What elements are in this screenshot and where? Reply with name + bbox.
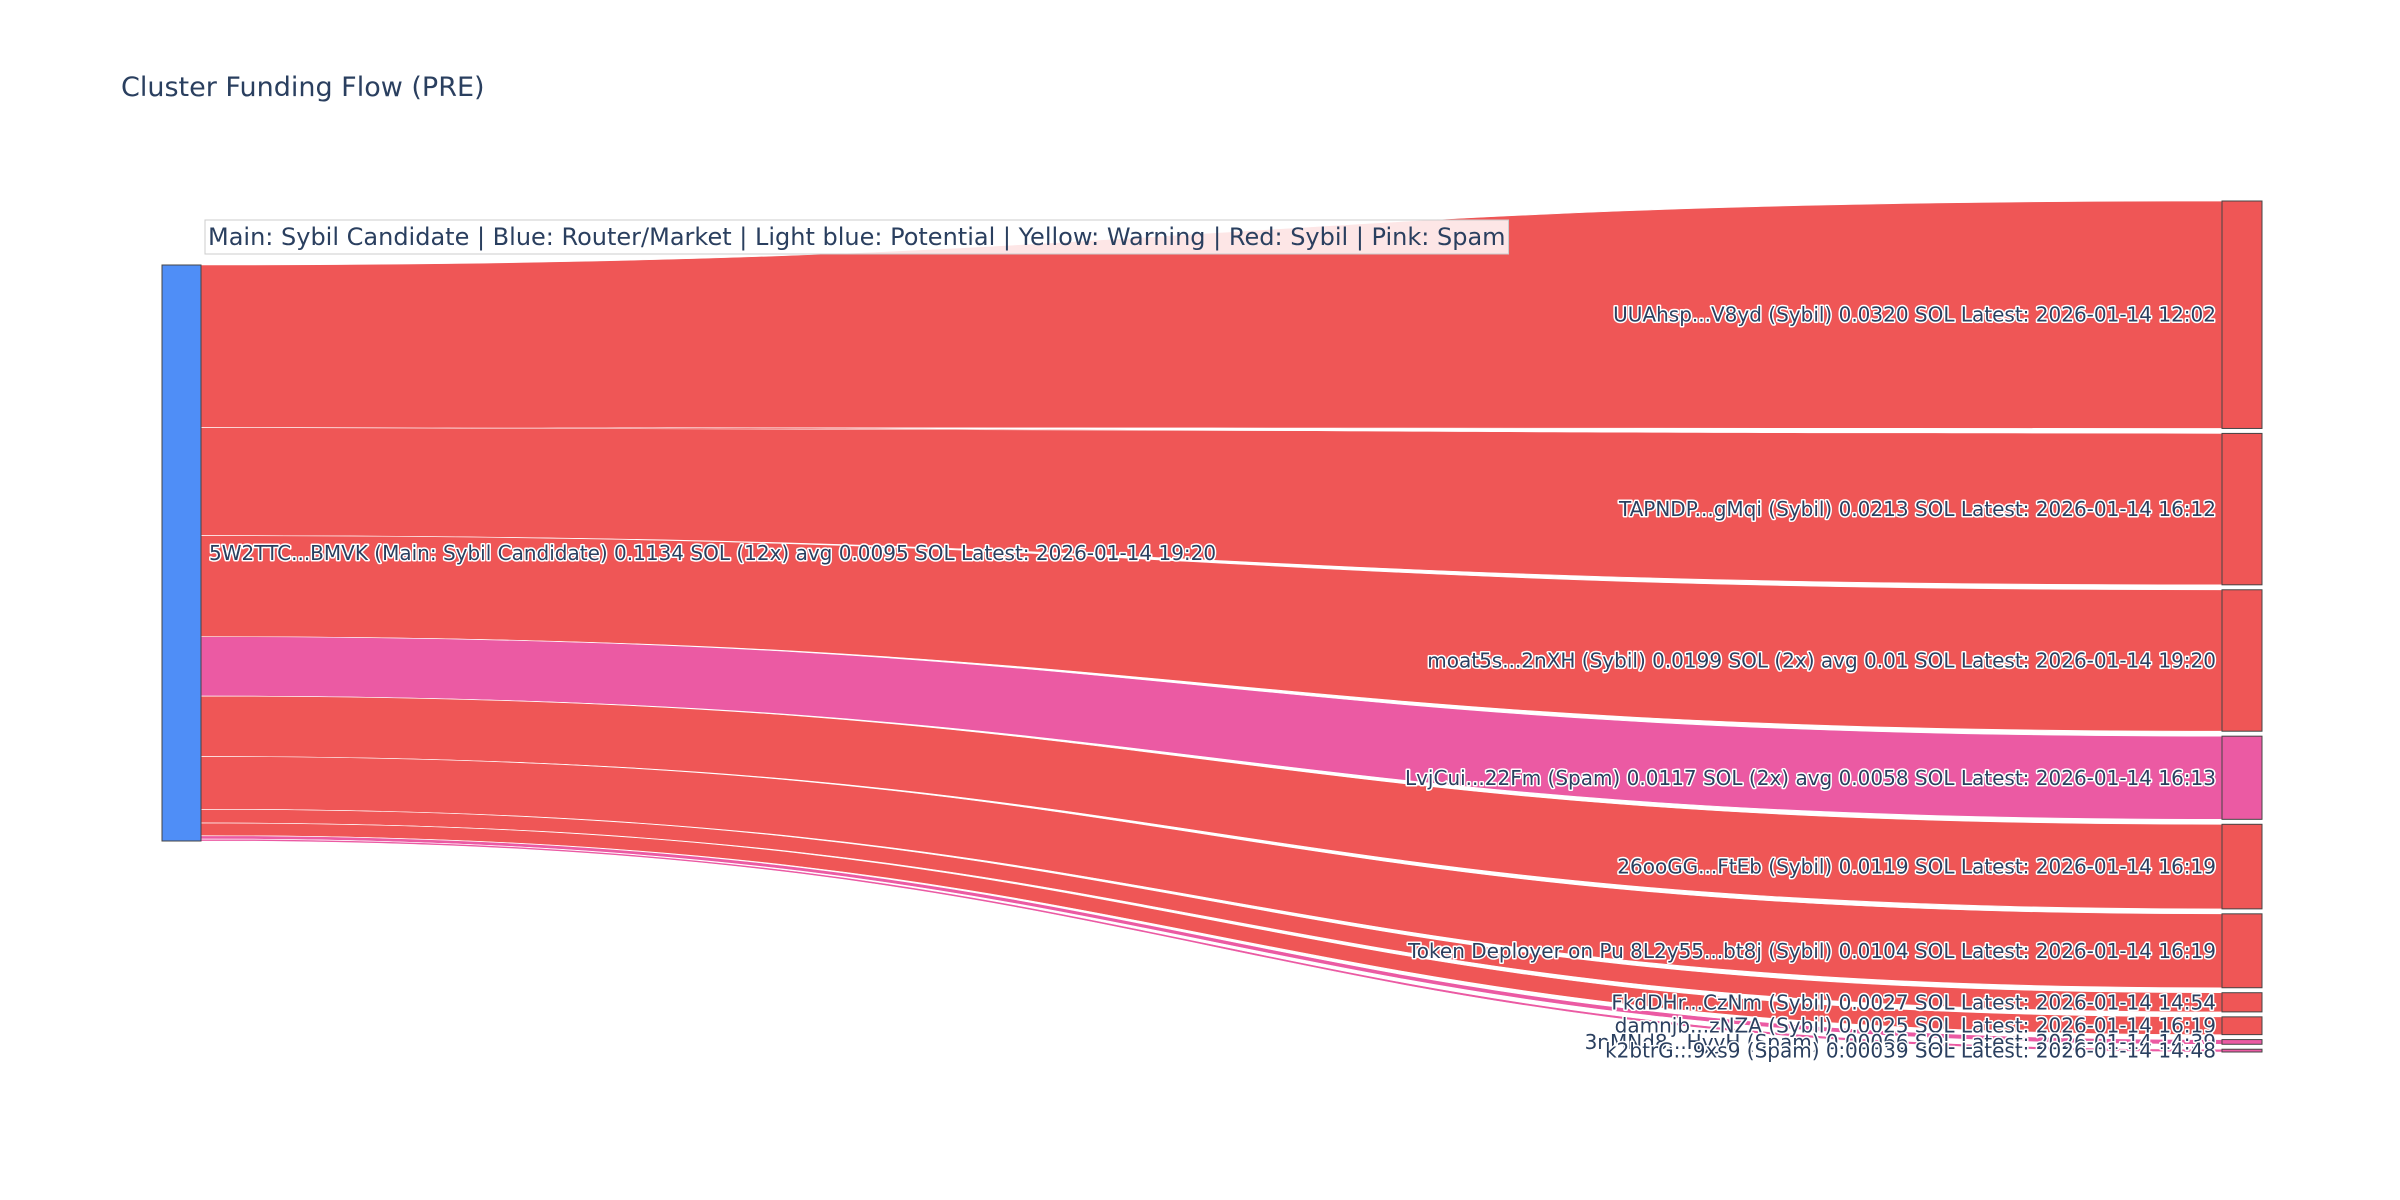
links-group (200, 200, 2223, 1053)
target-node (2221, 735, 2263, 820)
target-label: LvjCui...22Fm (Spam) 0.0117 SOL (2x) avg… (1405, 766, 2216, 790)
target-label: damnjb...zNZA (Sybil) 0.0025 SOL Latest:… (1615, 1014, 2216, 1038)
target-label: FkdDHr...CzNm (Sybil) 0.0027 SOL Latest:… (1611, 990, 2216, 1014)
legend-annotation: Main: Sybil Candidate | Blue: Router/Mar… (204, 219, 1510, 255)
source-node (161, 264, 202, 842)
target-label: TAPNDP...gMqi (Sybil) 0.0213 SOL Latest:… (1618, 497, 2216, 521)
target-label: 26ooGG...FtEb (Sybil) 0.0119 SOL Latest:… (1617, 855, 2216, 879)
target-node (2221, 432, 2263, 586)
target-node (2221, 823, 2263, 910)
chart-title: Cluster Funding Flow (PRE) (121, 72, 485, 103)
target-node (2221, 1048, 2263, 1053)
target-label: 3nMNd8...HyyH (Spam) 0.00066 SOL Latest:… (1585, 1030, 2216, 1054)
legend-annotation-box (204, 219, 1510, 255)
target-node (2221, 913, 2263, 989)
target-node (2221, 992, 2263, 1013)
nodes-group (161, 200, 2263, 1053)
target-label: Token Deployer on Pu 8L2y55...bt8j (Sybi… (1407, 939, 2216, 963)
target-node (2221, 1016, 2263, 1036)
target-node (2221, 200, 2263, 429)
target-label: moat5s...2nXH (Sybil) 0.0199 SOL (2x) av… (1427, 648, 2216, 672)
flow-link (200, 808, 2223, 1013)
target-node (2221, 1039, 2263, 1045)
labels-group: UUAhsp...V8yd (Sybil) 0.0320 SOL Latest:… (208, 301, 2218, 1064)
target-label: UUAhsp...V8yd (Sybil) 0.0320 SOL Latest:… (1613, 303, 2216, 327)
source-label: 5W2TTC...BMVK (Main: Sybil Candidate) 0.… (209, 541, 1216, 565)
legend-annotation-text: Main: Sybil Candidate | Blue: Router/Mar… (208, 223, 1506, 251)
target-node (2221, 589, 2263, 732)
target-label: k2btrG...9xs9 (Spam) 0.00039 SOL Latest:… (1605, 1039, 2216, 1063)
